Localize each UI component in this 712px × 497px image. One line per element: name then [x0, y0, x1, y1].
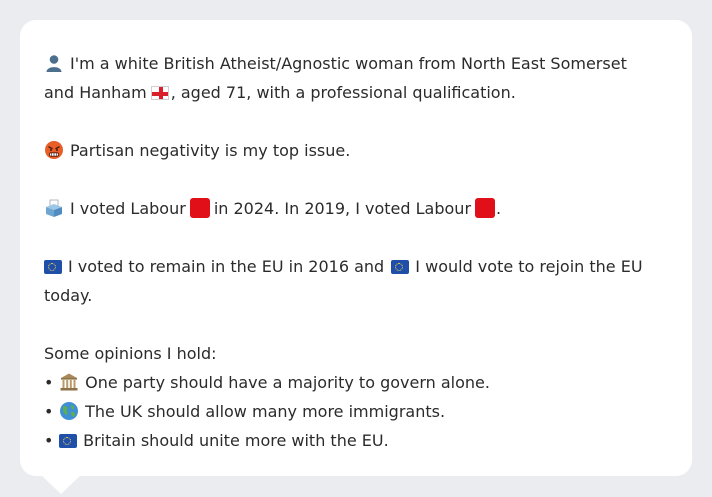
eu-flag-icon — [59, 434, 78, 448]
top-issue-text: Partisan negativity is my top issue. — [70, 141, 351, 160]
vote-text-2: in 2024. In 2019, I voted Labour — [213, 199, 472, 218]
eu-flag-icon — [44, 260, 62, 274]
eu-line-2: today. — [44, 281, 668, 310]
government-building-icon — [60, 373, 78, 391]
top-issue-line: Partisan negativity is my top issue. — [44, 136, 668, 165]
identity-text-1: I'm a white British Atheist/Agnostic wom… — [70, 54, 627, 73]
labour-red-square-icon — [475, 198, 496, 218]
eu-text-2: I would vote to rejoin the EU — [415, 257, 643, 276]
opinions-heading-text: Some opinions I hold: — [44, 344, 217, 363]
opinion-item: • The UK should allow many more immigran… — [44, 397, 668, 426]
bullet: • — [44, 373, 54, 392]
identity-text-2b: , aged 71, with a professional qualifica… — [170, 83, 516, 102]
ballot-box-icon — [46, 199, 62, 217]
opinion-text: Britain should unite more with the EU. — [83, 431, 389, 450]
angry-face-icon — [45, 141, 63, 159]
opinion-text: One party should have a majority to gove… — [85, 373, 490, 392]
eu-text-1: I voted to remain in the EU in 2016 and — [68, 257, 385, 276]
opinion-item: • Britain should unite more with the EU. — [44, 426, 668, 455]
identity-line-2: and Hanham , aged 71, with a professional… — [44, 78, 668, 107]
opinion-item: • One party should have a majority to go… — [44, 368, 668, 397]
globe-icon — [60, 402, 79, 420]
eu-flag-icon — [391, 260, 410, 274]
person-icon — [46, 55, 62, 72]
bullet: • — [44, 431, 54, 450]
identity-text-2a: and Hanham — [44, 83, 147, 102]
identity-line-1: I'm a white British Atheist/Agnostic wom… — [44, 49, 668, 78]
vote-text-1: I voted Labour — [70, 199, 186, 218]
england-flag-icon — [150, 86, 169, 100]
opinions-heading: Some opinions I hold: — [44, 339, 668, 368]
profile-card: I'm a white British Atheist/Agnostic wom… — [20, 20, 692, 476]
labour-red-square-icon — [189, 198, 210, 218]
eu-text-3: today. — [44, 286, 93, 305]
vote-text-3: . — [496, 199, 502, 218]
bullet: • — [44, 402, 54, 421]
opinion-text: The UK should allow many more immigrants… — [85, 402, 446, 421]
eu-line-1: I voted to remain in the EU in 2016 and … — [44, 252, 668, 281]
speech-bubble-tail — [40, 474, 82, 494]
vote-line: I voted Labour in 2024. In 2019, I voted … — [44, 194, 668, 223]
